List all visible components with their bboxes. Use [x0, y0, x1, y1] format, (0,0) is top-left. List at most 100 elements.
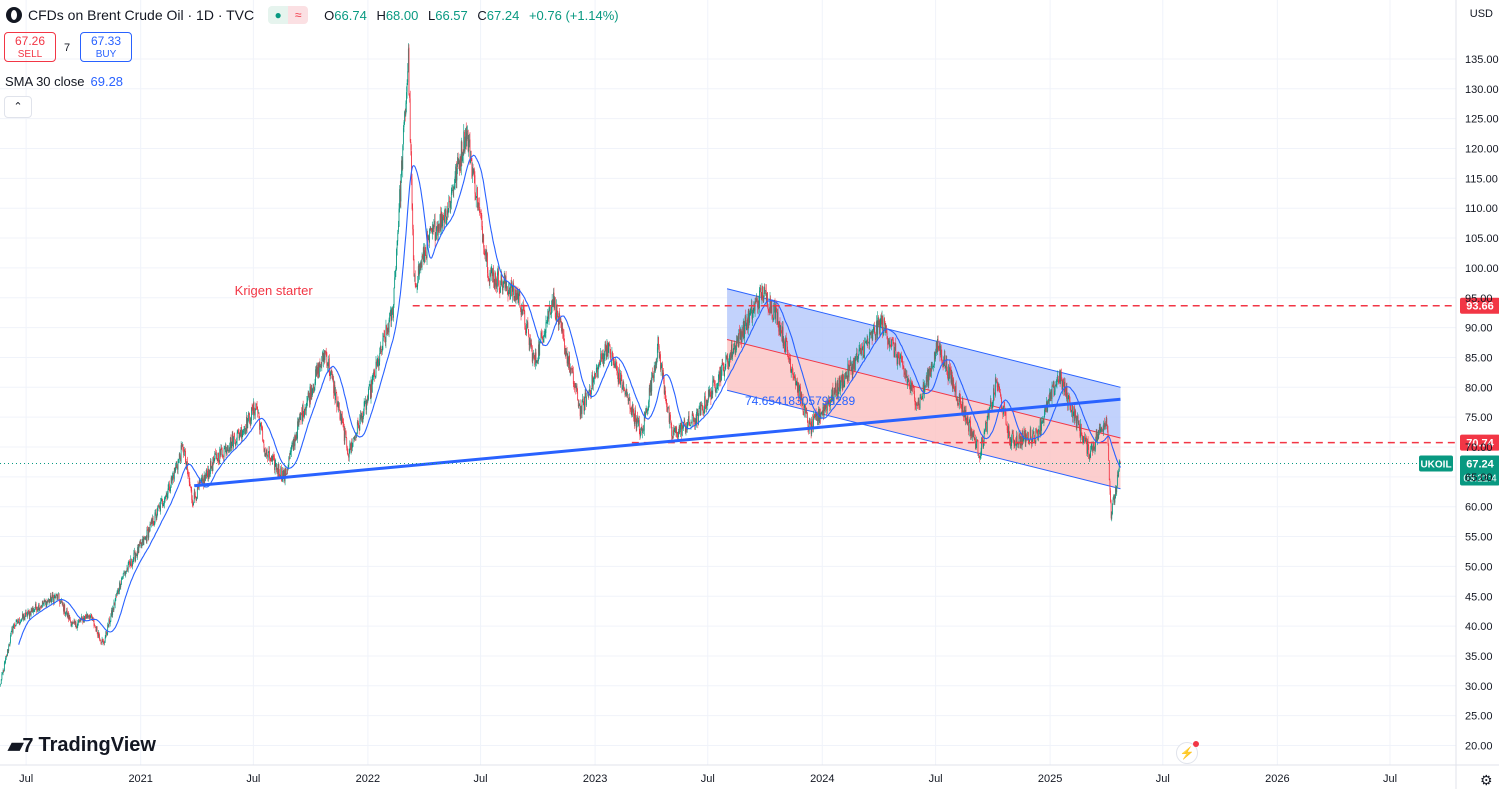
- candle-body: [409, 94, 410, 98]
- candle-body: [248, 413, 250, 415]
- candle-body: [707, 401, 709, 406]
- candle-body: [824, 404, 826, 410]
- candle-body: [132, 560, 134, 562]
- candle-body: [459, 156, 461, 171]
- candle-body: [1080, 424, 1082, 433]
- candle-body: [566, 351, 568, 364]
- candle-body: [876, 321, 877, 335]
- candle-body: [660, 365, 662, 370]
- candle-body: [192, 504, 194, 506]
- candle-body: [378, 359, 379, 367]
- candle-body: [1103, 422, 1105, 427]
- candle-body: [343, 422, 345, 428]
- candle-body: [171, 477, 173, 480]
- candle-body: [423, 247, 425, 262]
- candle-body: [1107, 430, 1109, 444]
- candle-body: [851, 367, 852, 371]
- candle-body: [630, 408, 631, 410]
- candle-body: [233, 436, 234, 448]
- candle-body: [114, 600, 116, 606]
- buy-button[interactable]: 67.33 BUY: [80, 32, 132, 62]
- candle-body: [604, 344, 606, 356]
- candle-body: [637, 420, 639, 423]
- candle-body: [81, 616, 82, 619]
- candle-body: [732, 354, 734, 357]
- candle-body: [437, 225, 439, 236]
- candle-body: [856, 352, 857, 357]
- candle-body: [951, 375, 953, 382]
- tradingview-mark-icon: ▰7: [8, 735, 33, 757]
- candle-body: [1092, 446, 1093, 452]
- candle-body: [463, 131, 465, 152]
- candle-body: [228, 449, 229, 452]
- candle-body: [856, 353, 858, 361]
- sell-button[interactable]: 67.26 SELL: [4, 32, 56, 62]
- candle-body: [692, 413, 694, 416]
- candle-body: [28, 611, 30, 617]
- candle-body: [290, 451, 292, 453]
- symbol-title[interactable]: CFDs on Brent Crude Oil · 1D · TVC: [28, 7, 255, 23]
- candle-body: [355, 435, 356, 436]
- candle-body: [41, 601, 43, 608]
- candle-body: [740, 330, 742, 343]
- candle-body: [896, 356, 898, 365]
- candle-body: [295, 436, 297, 440]
- candle-body: [867, 342, 869, 343]
- candle-body: [302, 405, 303, 422]
- candle-body: [1041, 421, 1043, 423]
- candle-body: [426, 235, 428, 259]
- sma-legend[interactable]: SMA 30 close 69.28: [5, 74, 123, 89]
- last-price-label: 67.24: [1466, 458, 1494, 470]
- candle-body: [943, 354, 945, 363]
- gear-icon[interactable]: ⚙: [1480, 772, 1493, 788]
- candle-body: [0, 679, 2, 684]
- candle-body: [20, 620, 22, 622]
- candle-body: [521, 309, 523, 315]
- candle-body: [281, 478, 283, 481]
- candle-body: [201, 477, 203, 481]
- candle-body: [310, 386, 312, 400]
- candle-body: [348, 453, 350, 458]
- candle-body: [272, 456, 274, 461]
- candle-body: [717, 379, 719, 386]
- candle-body: [503, 277, 505, 283]
- candle-body: [762, 286, 763, 299]
- candle-body: [516, 292, 518, 299]
- candle-body: [341, 416, 343, 423]
- candle-body: [1105, 418, 1107, 427]
- candle-body: [815, 413, 816, 418]
- candle-body: [975, 444, 977, 449]
- x-tick-label: Jul: [1156, 773, 1170, 785]
- candle-body: [981, 438, 983, 440]
- candle-body: [1011, 433, 1013, 440]
- market-status[interactable]: ● ≈: [268, 6, 309, 24]
- candle-body: [299, 416, 300, 420]
- collapse-legend-button[interactable]: ⌃: [4, 96, 32, 118]
- currency-label[interactable]: USD: [1469, 8, 1493, 20]
- candle-body: [711, 390, 712, 400]
- candle-body: [599, 361, 600, 366]
- candle-body: [425, 251, 427, 256]
- candle-body: [732, 348, 734, 354]
- flash-icon[interactable]: ⚡: [1176, 741, 1199, 764]
- candle-body: [48, 599, 50, 603]
- candle-body: [484, 253, 486, 256]
- x-tick-label: Jul: [19, 773, 33, 785]
- candle-body: [1087, 440, 1089, 447]
- ohlc-values: O66.74 H68.00 L66.57 C67.24 +0.76 (+1.14…: [324, 7, 619, 23]
- candle-body: [591, 374, 593, 389]
- candle-body: [113, 602, 115, 610]
- candle-body: [1077, 415, 1078, 419]
- candle-body: [607, 342, 608, 357]
- candle-body: [533, 353, 535, 360]
- candle-body: [1089, 454, 1091, 459]
- candle-body: [905, 372, 907, 377]
- candle-body: [433, 225, 435, 229]
- candle-body: [810, 422, 811, 425]
- candle-body: [478, 203, 480, 208]
- candle-body: [679, 426, 681, 433]
- candle-body: [1042, 420, 1044, 423]
- candle-body: [418, 265, 420, 275]
- candle-body: [853, 360, 854, 369]
